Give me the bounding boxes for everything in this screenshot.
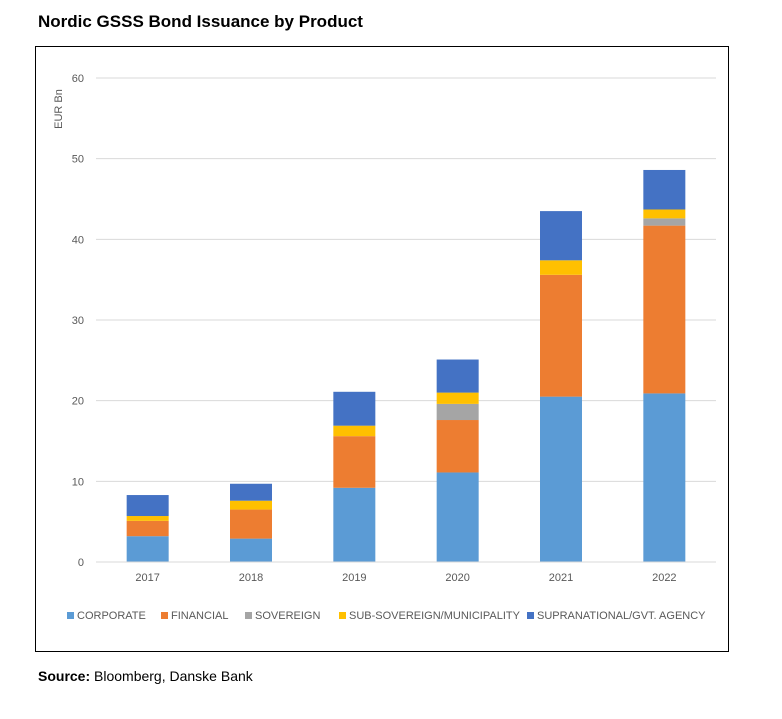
x-tick-label: 2022: [652, 572, 676, 584]
y-tick-label: 30: [72, 315, 84, 327]
stacked-bar-chart: 0 10 20 30 40 50 60 2017 2018 2019 2020 2021 2022 EU…: [53, 73, 716, 622]
bar-segment-supranational-gvt-agency-2020: [436, 359, 479, 393]
y-tick-label: 50: [72, 154, 84, 166]
legend-label: CORPORATE: [77, 610, 146, 622]
chart-area: 0 10 20 30 40 50 60 2017 2018 2019 2020 2021 2022 EU…: [35, 46, 729, 652]
bar-segment-financial-2018: [230, 509, 272, 539]
bar-segment-financial-2020: [436, 420, 479, 473]
y-tick-label: 40: [72, 234, 84, 246]
x-tick-label: 2018: [239, 572, 263, 584]
bar-segment-sovereign-2022: [643, 218, 686, 226]
bar-segment-supranational-gvt-agency-2019: [333, 391, 376, 426]
legend-label: FINANCIAL: [171, 610, 228, 622]
y-tick-label: 20: [72, 396, 84, 408]
y-tick-label: 60: [72, 73, 84, 85]
bar-segment-sovereign-2020: [436, 403, 479, 421]
bar-segment-financial-2021: [540, 274, 582, 397]
legend-swatch: [339, 612, 346, 619]
bar-segment-supranational-gvt-agency-2017: [126, 495, 169, 517]
bar-segment-corporate-2020: [436, 472, 479, 562]
bar-segment-corporate-2017: [126, 536, 169, 562]
bar-segment-corporate-2019: [333, 487, 376, 562]
bar-segment-financial-2022: [643, 225, 686, 394]
x-tick-label: 2017: [135, 572, 159, 584]
legend-swatch: [161, 612, 168, 619]
bar-segment-sub-sovereign-municipality-2017: [126, 516, 169, 521]
legend-label: SUB-SOVEREIGN/MUNICIPALITY: [349, 610, 521, 622]
legend: CORPORATE FINANCIAL SOVEREIGN SUB-SOVEREIGN…: [67, 610, 706, 622]
x-tick-label: 2021: [549, 572, 573, 584]
bar-segment-sub-sovereign-municipality-2020: [436, 392, 479, 404]
legend-swatch: [245, 612, 252, 619]
chart-title: Nordic GSSS Bond Issuance by Product: [38, 12, 363, 31]
legend-label: SUPRANATIONAL/GVT. AGENCY: [537, 610, 706, 622]
source-text: Bloomberg, Danske Bank: [94, 668, 253, 684]
gridlines: [96, 77, 716, 482]
bar-segment-corporate-2018: [230, 538, 272, 562]
bar-segment-sub-sovereign-municipality-2019: [333, 425, 376, 437]
bar-segment-financial-2019: [333, 436, 376, 488]
y-tick-label: 0: [78, 557, 84, 569]
bar-segment-supranational-gvt-agency-2018: [230, 483, 272, 501]
x-tick-label: 2019: [342, 572, 366, 584]
legend-swatch: [67, 612, 74, 619]
bar-segment-corporate-2022: [643, 393, 686, 562]
y-axis-label: EUR Bn: [53, 89, 65, 129]
bar-segment-financial-2017: [126, 520, 169, 537]
y-tick-label: 10: [72, 476, 84, 488]
x-tick-label: 2020: [445, 572, 469, 584]
source-label: Source:: [38, 668, 91, 684]
bar-segment-corporate-2021: [540, 396, 582, 562]
bar-segment-sub-sovereign-municipality-2018: [230, 500, 272, 510]
bars: [126, 169, 686, 562]
axes: 0 10 20 30 40 50 60 2017 2018 2019 2020 2021 2022: [72, 73, 716, 584]
source-note: Source: Bloomberg, Danske Bank: [38, 668, 253, 684]
bar-segment-supranational-gvt-agency-2022: [643, 169, 686, 210]
bar-segment-sub-sovereign-municipality-2021: [540, 260, 582, 275]
bar-segment-sub-sovereign-municipality-2022: [643, 209, 686, 219]
legend-swatch: [527, 612, 534, 619]
bar-segment-supranational-gvt-agency-2021: [540, 211, 582, 261]
legend-label: SOVEREIGN: [255, 610, 320, 622]
